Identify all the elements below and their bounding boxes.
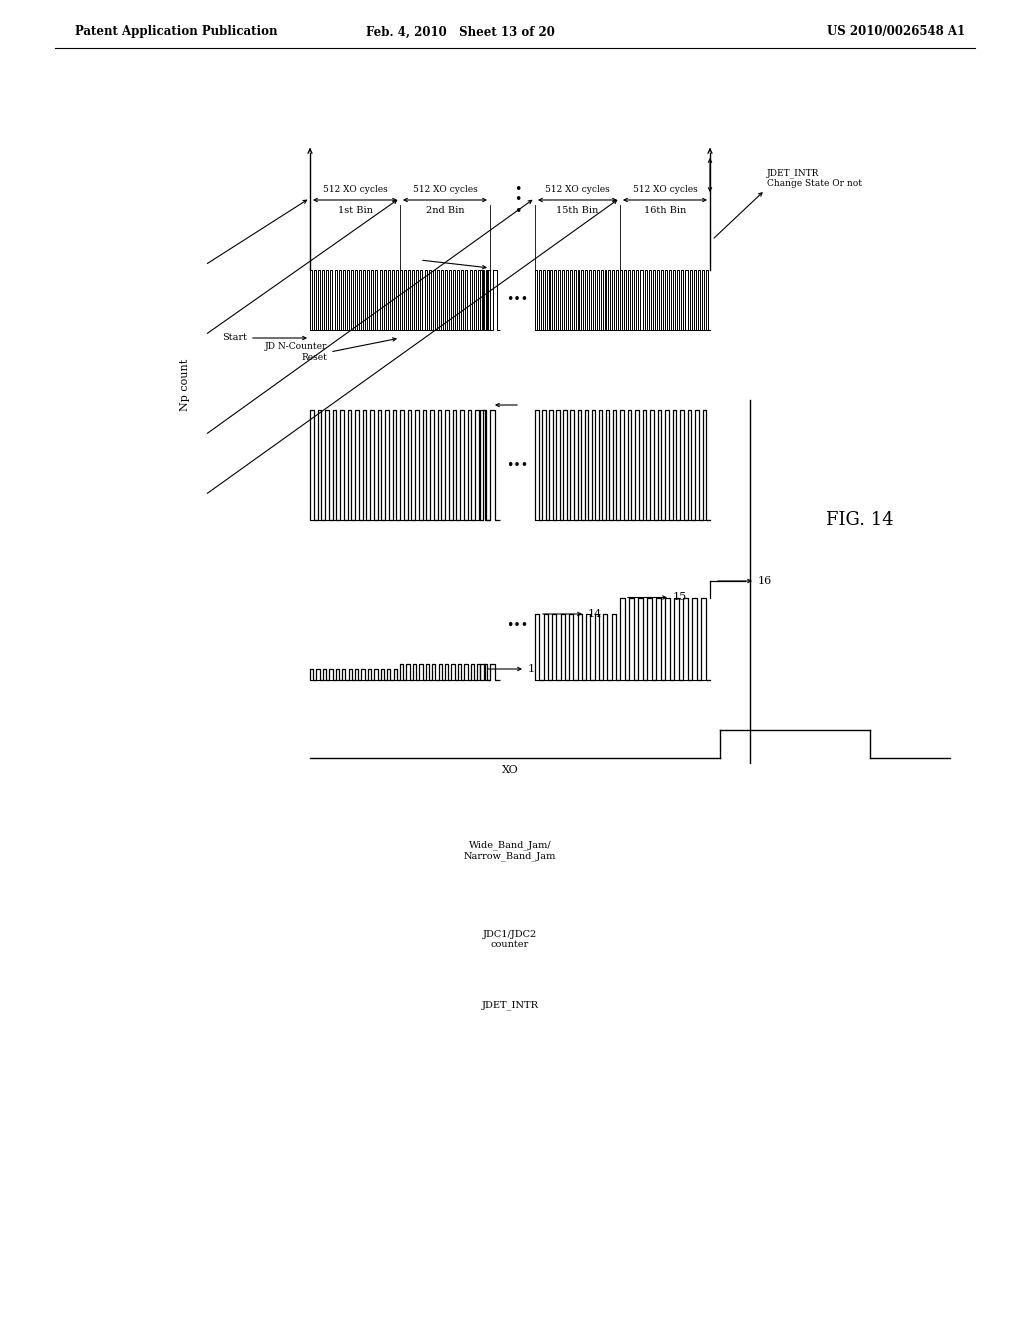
Text: Start: Start (222, 334, 247, 342)
Text: 512 XO cycles: 512 XO cycles (413, 185, 477, 194)
Text: 512 XO cycles: 512 XO cycles (323, 185, 387, 194)
Text: JDET_INTR: JDET_INTR (481, 1001, 539, 1010)
Text: FIG. 14: FIG. 14 (826, 511, 894, 529)
Text: Np count: Np count (180, 359, 190, 411)
Text: 15: 15 (673, 593, 687, 602)
Text: Wide_Band_Jam/
Narrow_Band_Jam: Wide_Band_Jam/ Narrow_Band_Jam (464, 840, 556, 861)
Text: 16th Bin: 16th Bin (644, 206, 686, 215)
Text: •••: ••• (507, 293, 528, 306)
Text: 512 XO cycles: 512 XO cycles (545, 185, 610, 194)
Text: 2nd Bin: 2nd Bin (426, 206, 464, 215)
Text: Patent Application Publication: Patent Application Publication (75, 25, 278, 38)
Text: •••: ••• (507, 619, 528, 631)
Text: •••: ••• (507, 458, 528, 471)
Text: Feb. 4, 2010   Sheet 13 of 20: Feb. 4, 2010 Sheet 13 of 20 (366, 25, 554, 38)
Text: •
•
•: • • • (514, 182, 521, 218)
Text: JD N-Counter
Reset: JD N-Counter Reset (264, 342, 327, 362)
Text: JDET_INTR
Change State Or not: JDET_INTR Change State Or not (767, 168, 862, 187)
Text: 1: 1 (528, 664, 536, 675)
Text: JDC1/JDC2
counter: JDC1/JDC2 counter (483, 931, 538, 949)
Text: 512 XO cycles: 512 XO cycles (633, 185, 697, 194)
Text: XO: XO (502, 766, 518, 775)
Text: US 2010/0026548 A1: US 2010/0026548 A1 (826, 25, 965, 38)
Text: 14: 14 (588, 609, 602, 619)
Text: 16: 16 (758, 576, 772, 586)
Text: 15th Bin: 15th Bin (556, 206, 599, 215)
Text: 1st Bin: 1st Bin (338, 206, 373, 215)
